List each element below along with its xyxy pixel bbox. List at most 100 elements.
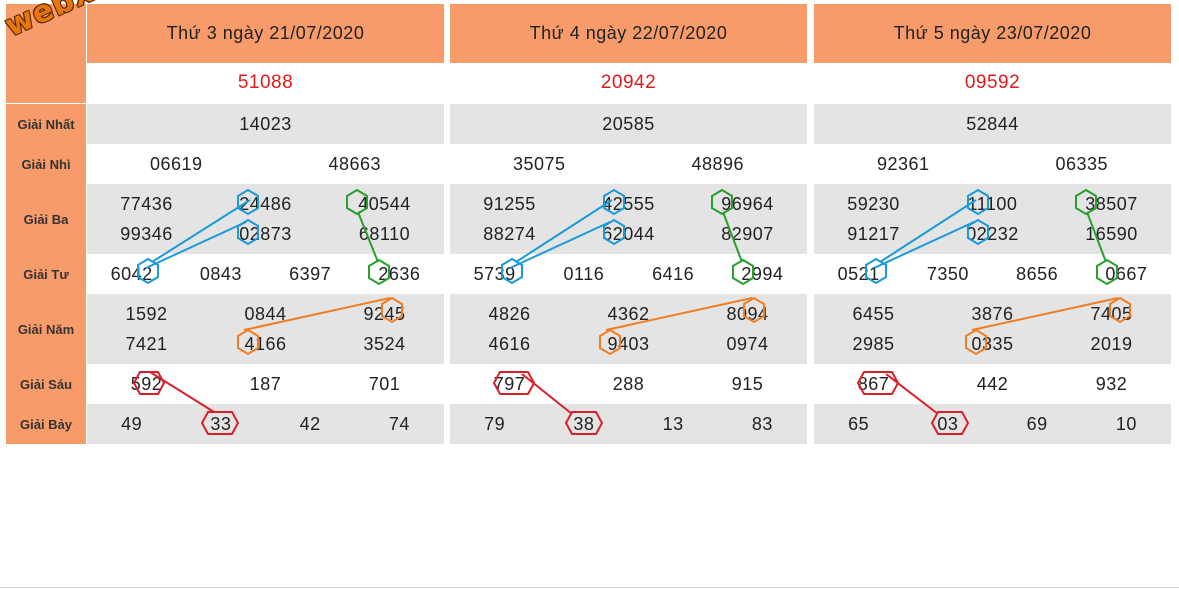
label-giai-tu: Giải Tư bbox=[6, 254, 86, 294]
prize-number: 4826 bbox=[488, 303, 531, 324]
prize-number: 91255 bbox=[483, 193, 536, 214]
prize-number: 932 bbox=[1095, 373, 1128, 394]
prize-number: 9403 bbox=[607, 333, 650, 354]
prize-number: 16590 bbox=[1085, 223, 1138, 244]
prize-number: 96964 bbox=[721, 193, 774, 214]
prize-number: 797 bbox=[493, 373, 526, 394]
prize-number: 91217 bbox=[847, 223, 900, 244]
giai-nam-values: 6455 3876 7405 2985 0335 2019 bbox=[814, 294, 1171, 364]
prize-number: 02873 bbox=[239, 223, 292, 244]
prize-number: 65 bbox=[848, 413, 870, 434]
prize-number: 79 bbox=[484, 413, 506, 434]
prize-number: 701 bbox=[368, 373, 401, 394]
column-header: Thứ 5 ngày 23/07/2020 bbox=[814, 4, 1171, 63]
prize-number: 2636 bbox=[378, 263, 421, 284]
prize-number: 3876 bbox=[971, 303, 1014, 324]
prize-number: 69 bbox=[1026, 413, 1048, 434]
prize-number: 82907 bbox=[721, 223, 774, 244]
giai-bay-values: 49 33 42 74 bbox=[87, 404, 444, 444]
label-special bbox=[6, 63, 86, 103]
prize-number: 288 bbox=[612, 373, 645, 394]
prize-number: 3524 bbox=[363, 333, 406, 354]
giai-nhat-value: 20585 bbox=[450, 104, 807, 144]
prize-number: 42 bbox=[299, 413, 321, 434]
label-giai-nam: Giải Năm bbox=[6, 294, 86, 364]
prize-number: 2019 bbox=[1090, 333, 1133, 354]
prize-number: 13 bbox=[662, 413, 684, 434]
prize-number: 40544 bbox=[358, 193, 411, 214]
label-giai-ba: Giải Ba bbox=[6, 184, 86, 254]
prize-number: 8094 bbox=[726, 303, 769, 324]
prize-number: 4616 bbox=[488, 333, 531, 354]
prize-number: 03 bbox=[937, 413, 959, 434]
giai-tu-values: 6042 0843 6397 2636 bbox=[87, 254, 444, 294]
prize-number: 915 bbox=[731, 373, 764, 394]
divider bbox=[0, 587, 1179, 588]
prize-number: 38507 bbox=[1085, 193, 1138, 214]
prize-number: 42555 bbox=[602, 193, 655, 214]
prize-number: 10 bbox=[1115, 413, 1137, 434]
prize-number: 7405 bbox=[1090, 303, 1133, 324]
giai-sau-values: 867 442 932 bbox=[814, 364, 1171, 404]
giai-sau-values: 592 187 701 bbox=[87, 364, 444, 404]
prize-number: 0521 bbox=[837, 263, 880, 284]
special-prize: 20942 bbox=[450, 63, 807, 103]
prize-number: 33 bbox=[210, 413, 232, 434]
prize-number: 0843 bbox=[199, 263, 242, 284]
prize-number: 6397 bbox=[289, 263, 332, 284]
special-prize: 51088 bbox=[87, 63, 444, 103]
prize-number: 8656 bbox=[1016, 263, 1059, 284]
prize-number: 77436 bbox=[120, 193, 173, 214]
prize-number: 7350 bbox=[926, 263, 969, 284]
prize-number: 2994 bbox=[741, 263, 784, 284]
prize-number: 0667 bbox=[1105, 263, 1148, 284]
giai-tu-values: 5739 0116 6416 2994 bbox=[450, 254, 807, 294]
column-header: Thứ 4 ngày 22/07/2020 bbox=[450, 4, 807, 63]
prize-number: 02232 bbox=[966, 223, 1019, 244]
label-giai-nhi: Giải Nhì bbox=[6, 144, 86, 184]
prize-number: 59230 bbox=[847, 193, 900, 214]
prize-number: 49 bbox=[121, 413, 143, 434]
giai-tu-values: 0521 7350 8656 0667 bbox=[814, 254, 1171, 294]
prize-number: 5739 bbox=[473, 263, 516, 284]
label-giai-sau: Giải Sáu bbox=[6, 364, 86, 404]
prize-number: 0116 bbox=[563, 263, 605, 284]
prize-number: 592 bbox=[130, 373, 163, 394]
prize-number: 06619 bbox=[149, 153, 203, 174]
prize-number: 68110 bbox=[358, 223, 411, 244]
prize-number: 6416 bbox=[652, 263, 695, 284]
prize-number: 6042 bbox=[110, 263, 153, 284]
column-header: Thứ 3 ngày 21/07/2020 bbox=[87, 4, 444, 63]
prize-number: 187 bbox=[249, 373, 282, 394]
prize-number: 0335 bbox=[971, 333, 1014, 354]
giai-nhi-values: 92361 06335 bbox=[814, 144, 1171, 184]
label-giai-nhat: Giải Nhất bbox=[6, 104, 86, 144]
prize-number: 7421 bbox=[125, 333, 168, 354]
giai-nhat-value: 14023 bbox=[87, 104, 444, 144]
giai-ba-values: 59230 11100 38507 91217 02232 16590 bbox=[814, 184, 1171, 254]
giai-nhat-value: 52844 bbox=[814, 104, 1171, 144]
prize-number: 48663 bbox=[328, 153, 382, 174]
prize-number: 2985 bbox=[852, 333, 895, 354]
prize-number: 1592 bbox=[125, 303, 168, 324]
prize-number: 06335 bbox=[1055, 153, 1109, 174]
prize-number: 867 bbox=[857, 373, 890, 394]
giai-ba-values: 91255 42555 96964 88274 62044 82907 bbox=[450, 184, 807, 254]
giai-bay-values: 65 03 69 10 bbox=[814, 404, 1171, 444]
prize-number: 92361 bbox=[876, 153, 930, 174]
prize-number: 4362 bbox=[607, 303, 650, 324]
prize-number: 0844 bbox=[244, 303, 287, 324]
prize-number: 11100 bbox=[967, 193, 1018, 214]
prize-number: 0974 bbox=[726, 333, 769, 354]
special-prize: 09592 bbox=[814, 63, 1171, 103]
corner-cell bbox=[6, 4, 86, 63]
giai-nam-values: 1592 0844 9245 7421 4166 3524 bbox=[87, 294, 444, 364]
prize-number: 442 bbox=[976, 373, 1009, 394]
prize-number: 24486 bbox=[239, 193, 292, 214]
giai-sau-values: 797 288 915 bbox=[450, 364, 807, 404]
prize-number: 48896 bbox=[691, 153, 745, 174]
prize-number: 88274 bbox=[483, 223, 536, 244]
prize-number: 6455 bbox=[852, 303, 895, 324]
prize-number: 9245 bbox=[363, 303, 406, 324]
giai-nhi-values: 35075 48896 bbox=[450, 144, 807, 184]
